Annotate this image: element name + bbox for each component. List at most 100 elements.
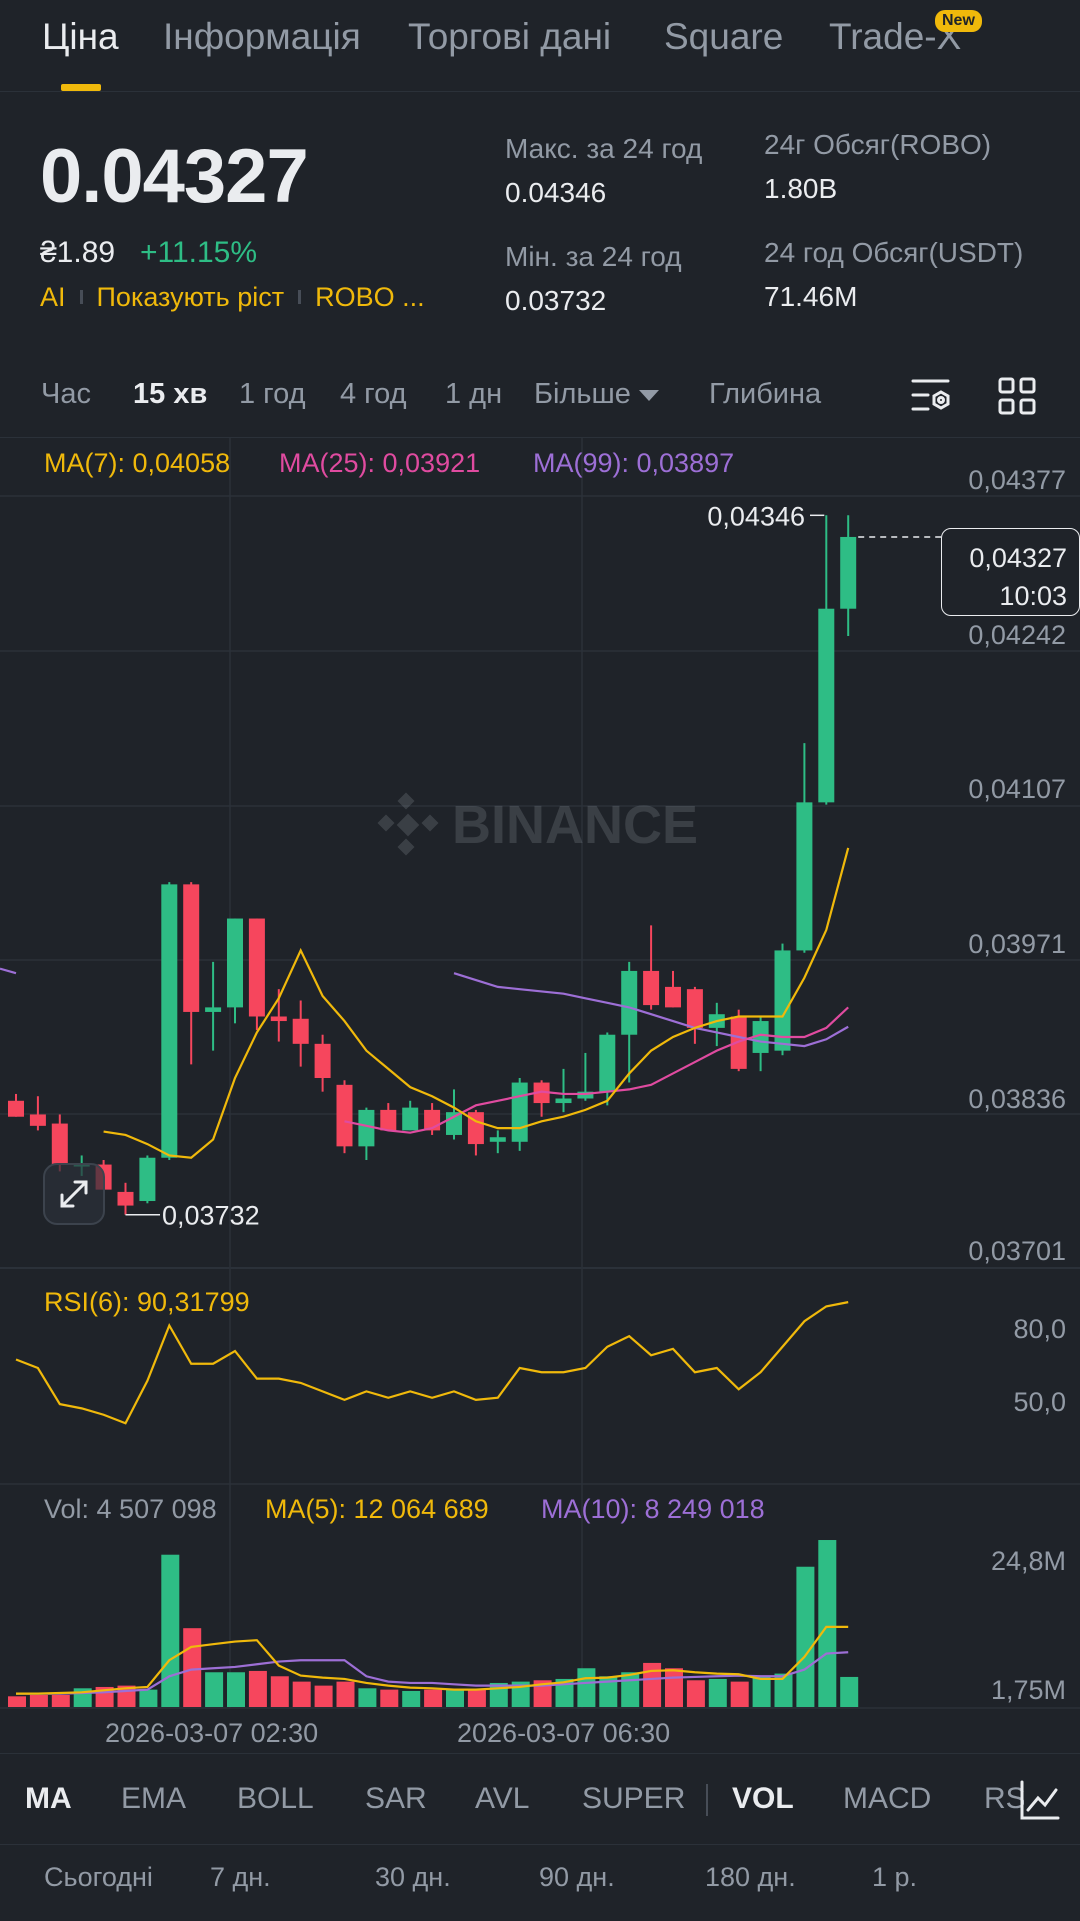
price-tick: 0,03836 xyxy=(968,1084,1066,1114)
candle xyxy=(183,882,200,1065)
candle xyxy=(840,515,857,637)
candle xyxy=(380,1103,397,1131)
interval-1h[interactable]: 1 год xyxy=(239,378,306,410)
price-tick: 0,03971 xyxy=(968,929,1066,959)
interval-more-label: Більше xyxy=(534,378,631,410)
indicator-rsi[interactable]: RS xyxy=(984,1782,1024,1815)
tab-trading-data[interactable]: Торгові дані xyxy=(408,16,612,57)
candle-body xyxy=(467,1112,484,1145)
vol-ma10-legend: MA(10): 8 249 018 xyxy=(541,1494,765,1524)
interval-time[interactable]: Час xyxy=(41,378,91,410)
interval-15m[interactable]: 15 хв xyxy=(133,378,208,410)
active-tab-indicator xyxy=(61,84,101,91)
indicator-bar: MA EMA BOLL SAR AVL SUPER VOL MACD RS xyxy=(0,1753,1080,1845)
ma7-line xyxy=(103,847,850,1159)
grid-layout-icon[interactable] xyxy=(997,376,1037,416)
high-annotation: 0,04346 xyxy=(707,501,805,531)
candle xyxy=(511,1078,528,1151)
tab-square[interactable]: Square xyxy=(664,16,784,57)
candle-body xyxy=(51,1123,68,1165)
indicator-settings-icon[interactable] xyxy=(1018,1778,1062,1822)
range-today[interactable]: Сьогодні xyxy=(44,1862,153,1892)
volume-bar xyxy=(643,1662,662,1707)
price-tick: 0,03701 xyxy=(968,1236,1066,1266)
volume-bar xyxy=(380,1689,399,1707)
interval-bar: Час 15 хв 1 год 4 год 1 дн Більше Глибин… xyxy=(0,356,1080,438)
tag-ai[interactable]: AI xyxy=(40,282,66,312)
candle xyxy=(774,943,791,1056)
indicator-avl[interactable]: AVL xyxy=(475,1782,530,1815)
volume-bar xyxy=(139,1689,158,1707)
candle xyxy=(205,961,222,1051)
volume-bar xyxy=(730,1681,749,1707)
indicator-sar[interactable]: SAR xyxy=(365,1782,427,1815)
candle xyxy=(533,1080,550,1117)
indicator-boll[interactable]: BOLL xyxy=(237,1782,314,1815)
indicator-vol[interactable]: VOL xyxy=(732,1782,794,1815)
range-30d[interactable]: 30 дн. xyxy=(375,1862,451,1892)
high-24h-value: 0.04346 xyxy=(505,177,607,208)
depth-tab[interactable]: Глибина xyxy=(709,378,822,410)
last-price: 0.04327 xyxy=(40,134,309,219)
volume-bar xyxy=(708,1678,727,1707)
candle-body xyxy=(752,1021,769,1053)
indicator-ema[interactable]: EMA xyxy=(121,1782,187,1815)
candle-body xyxy=(117,1191,134,1206)
fiat-price: ₴1.89 xyxy=(40,236,116,269)
volume-bar xyxy=(424,1689,443,1707)
kline-chart[interactable]: BINANCE 0,04346 0,03732 xyxy=(0,438,1080,1753)
rsi-tick: 80,0 xyxy=(1013,1314,1066,1344)
caret-down-icon xyxy=(638,389,659,401)
fullscreen-button[interactable] xyxy=(43,1163,105,1225)
candle-body xyxy=(8,1100,24,1117)
ma99-line-start xyxy=(0,967,17,975)
candle-body xyxy=(665,986,681,1008)
candle xyxy=(51,1114,68,1172)
interval-1d[interactable]: 1 дн xyxy=(445,378,503,410)
vol-quote-value: 71.46M xyxy=(764,281,858,312)
tab-info[interactable]: Інформація xyxy=(163,16,361,57)
tag-robo[interactable]: ROBO ... xyxy=(315,282,425,312)
candle xyxy=(117,1182,134,1215)
chart-settings-icon[interactable] xyxy=(910,376,954,416)
volume-bar xyxy=(227,1672,245,1707)
high-24h-label: Макс. за 24 год xyxy=(505,133,703,164)
volume-bar xyxy=(402,1690,421,1707)
candle-body xyxy=(774,950,791,1051)
candle xyxy=(467,1109,484,1156)
volume-bar xyxy=(577,1668,596,1707)
range-180d[interactable]: 180 дн. xyxy=(705,1862,796,1892)
indicator-ma[interactable]: MA xyxy=(25,1782,72,1815)
watermark-text: BINANCE xyxy=(452,795,698,855)
candle-body xyxy=(555,1098,572,1104)
candle xyxy=(248,918,265,1031)
range-1y[interactable]: 1 р. xyxy=(872,1862,918,1892)
range-7d[interactable]: 7 дн. xyxy=(210,1862,271,1892)
volume-bar xyxy=(686,1680,705,1707)
candle-body xyxy=(336,1084,353,1147)
binance-watermark: BINANCE xyxy=(377,792,698,856)
volume-bar xyxy=(555,1678,574,1707)
candle-body xyxy=(402,1107,419,1131)
tag-trending[interactable]: Показують ріст xyxy=(96,282,285,312)
tag-separator xyxy=(79,289,83,304)
new-badge: New xyxy=(935,10,982,32)
candle xyxy=(8,1093,24,1117)
candle xyxy=(336,1080,353,1154)
candle xyxy=(796,743,813,953)
interval-more[interactable]: Більше xyxy=(534,378,659,411)
candle-body xyxy=(796,802,813,951)
volume-bar xyxy=(205,1672,224,1707)
indicator-super[interactable]: SUPER xyxy=(582,1782,686,1815)
indicator-macd[interactable]: MACD xyxy=(843,1782,932,1815)
volume-bar xyxy=(665,1668,683,1707)
tab-price[interactable]: Ціна xyxy=(42,16,119,57)
volume-bar xyxy=(336,1681,355,1707)
range-90d[interactable]: 90 дн. xyxy=(539,1862,615,1892)
time-tick: 2026-03-07 02:30 xyxy=(105,1718,319,1748)
chart-grid xyxy=(0,438,1080,1709)
interval-4h[interactable]: 4 год xyxy=(340,378,407,410)
candle xyxy=(643,925,660,1010)
volume-bar xyxy=(314,1685,333,1707)
candle xyxy=(665,970,681,1008)
